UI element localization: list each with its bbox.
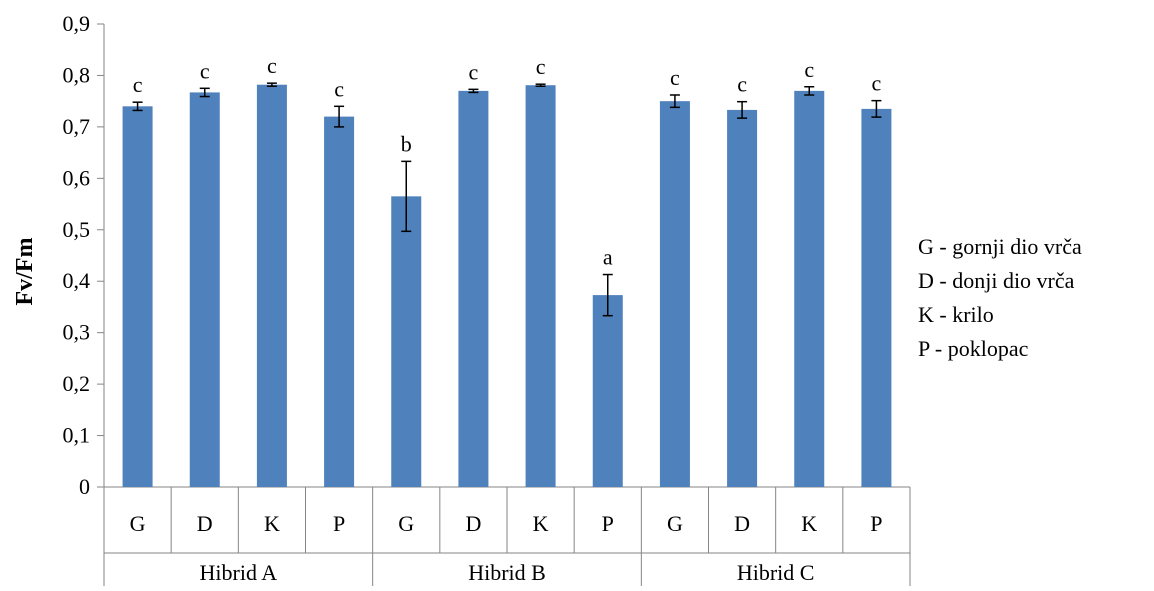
- significance-label: c: [267, 53, 277, 78]
- significance-label: c: [469, 59, 479, 84]
- y-tick-label: 0,2: [63, 371, 91, 396]
- significance-label: c: [737, 72, 747, 97]
- x-category-label: P: [333, 511, 345, 536]
- x-category-label: G: [667, 511, 683, 536]
- x-category-label: P: [870, 511, 882, 536]
- bar-hibrid-a-g: [122, 106, 153, 488]
- y-tick-label: 0,7: [63, 114, 91, 139]
- y-tick-label: 0,1: [63, 423, 91, 448]
- x-group-label: Hibrid B: [468, 560, 546, 585]
- x-category-label: K: [533, 511, 549, 536]
- legend-entry: D - donji dio vrča: [918, 268, 1075, 293]
- bar-hibrid-a-k: [256, 84, 287, 488]
- significance-label: c: [804, 57, 814, 82]
- y-tick-label: 0,3: [63, 320, 91, 345]
- bar-hibrid-c-k: [794, 90, 825, 487]
- x-category-label: P: [602, 511, 614, 536]
- y-tick-label: 0,6: [63, 165, 91, 190]
- bar-hibrid-c-d: [727, 109, 758, 487]
- significance-label: c: [200, 58, 210, 83]
- x-group-label: Hibrid A: [200, 560, 278, 585]
- legend-entry: K - krilo: [918, 302, 994, 327]
- x-category-label: D: [465, 511, 481, 536]
- x-category-label: G: [398, 511, 414, 536]
- x-category-label: K: [801, 511, 817, 536]
- x-category-label: G: [130, 511, 146, 536]
- bar-hibrid-c-p: [861, 108, 892, 487]
- bar-hibrid-c-g: [659, 101, 690, 488]
- significance-label: c: [536, 54, 546, 79]
- bar-hibrid-b-p: [592, 295, 623, 487]
- y-tick-label: 0,4: [63, 268, 91, 293]
- bar-hibrid-a-d: [189, 92, 220, 487]
- significance-label: c: [872, 71, 882, 96]
- significance-label: b: [401, 131, 412, 156]
- y-tick-label: 0: [79, 474, 90, 499]
- significance-label: c: [133, 72, 143, 97]
- y-tick-label: 0,5: [63, 217, 91, 242]
- bar-hibrid-b-k: [525, 85, 556, 488]
- bar-hibrid-b-d: [458, 90, 489, 487]
- bar-hibrid-a-p: [324, 116, 355, 487]
- legend-entry: P - poklopac: [918, 336, 1029, 361]
- x-category-label: K: [264, 511, 280, 536]
- y-tick-label: 0,9: [63, 11, 91, 36]
- y-axis-label: Fv/Fm: [12, 238, 38, 306]
- significance-label: c: [334, 76, 344, 101]
- legend-entry: G - gornji dio vrča: [918, 234, 1082, 259]
- significance-label: c: [670, 65, 680, 90]
- bar-hibrid-b-g: [391, 196, 422, 488]
- y-tick-label: 0,8: [63, 62, 91, 87]
- significance-label: a: [603, 245, 613, 270]
- x-category-label: D: [734, 511, 750, 536]
- x-group-label: Hibrid C: [737, 560, 815, 585]
- x-category-label: D: [197, 511, 213, 536]
